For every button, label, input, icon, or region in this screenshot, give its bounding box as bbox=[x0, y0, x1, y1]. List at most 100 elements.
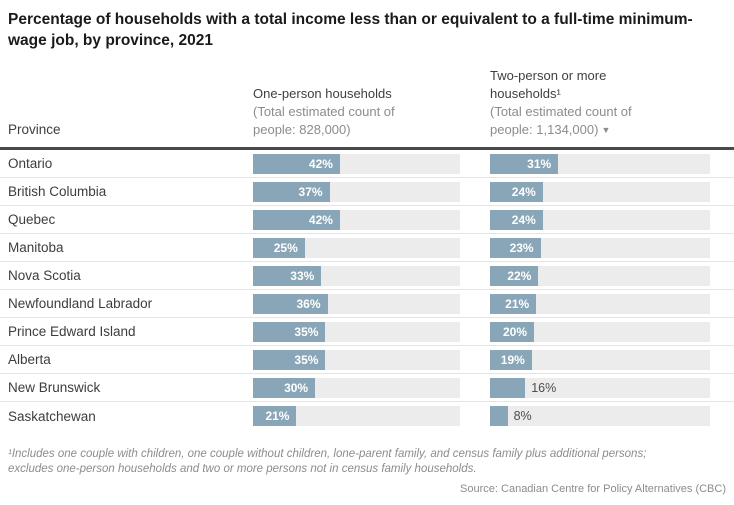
footnote: ¹Includes one couple with children, one … bbox=[8, 447, 718, 477]
bar-fill: 42% bbox=[253, 209, 340, 230]
bar-cell-two-person: 23% bbox=[490, 237, 710, 258]
bar-fill: 23% bbox=[490, 237, 541, 258]
header-rule bbox=[0, 147, 734, 150]
sort-descending-icon[interactable]: ▼ bbox=[601, 125, 611, 135]
bar-cell-two-person: 8% bbox=[490, 406, 710, 426]
bar-track: 19% bbox=[490, 349, 710, 370]
table-row: Saskatchewan 21% 8% bbox=[0, 402, 734, 430]
province-column-header: Province bbox=[8, 122, 61, 137]
bar-track: 42% bbox=[253, 153, 460, 174]
bar-track: 33% bbox=[253, 265, 460, 286]
bar-value-label: 30% bbox=[284, 380, 309, 395]
bar-cell-one-person: 36% bbox=[253, 293, 460, 314]
bar-track: 35% bbox=[253, 321, 460, 342]
table-row: Alberta 35% 19% bbox=[0, 346, 734, 374]
bar-value-label: 42% bbox=[308, 156, 333, 171]
province-label: New Brunswick bbox=[8, 380, 101, 395]
bar-fill: 21% bbox=[253, 406, 297, 426]
table-row: Nova Scotia 33% 22% bbox=[0, 262, 734, 290]
footnote-line-2: excludes one-person households and two o… bbox=[8, 463, 477, 475]
bar-track: 20% bbox=[490, 321, 710, 342]
table-body: Ontario 42% 31% British Columbia 37% 24% Quebe… bbox=[0, 150, 734, 430]
bar-cell-one-person: 35% bbox=[253, 349, 460, 370]
bar-cell-two-person: 20% bbox=[490, 321, 710, 342]
province-label: Newfoundland Labrador bbox=[8, 296, 153, 311]
bar-track: 22% bbox=[490, 265, 710, 286]
bar-fill: 33% bbox=[253, 265, 322, 286]
table-row: British Columbia 37% 24% bbox=[0, 178, 734, 206]
bar-value-label: 35% bbox=[294, 352, 319, 367]
bar-fill: 21% bbox=[490, 293, 537, 314]
bar-value-label: 42% bbox=[308, 212, 333, 227]
chart-title: Percentage of households with a total in… bbox=[8, 11, 693, 49]
bar-fill: 19% bbox=[490, 349, 532, 370]
province-label: Saskatchewan bbox=[8, 408, 96, 424]
table-header-row: Province One-person households (Total es… bbox=[0, 51, 734, 147]
bar-cell-one-person: 42% bbox=[253, 153, 460, 174]
table-row: New Brunswick 30% 16% bbox=[0, 374, 734, 402]
table-row: Quebec 42% 24% bbox=[0, 206, 734, 234]
two-person-column-title: Two-person or more households¹ bbox=[490, 68, 607, 101]
bar-fill: 42% bbox=[253, 153, 340, 174]
one-person-column-header[interactable]: One-person households (Total estimated c… bbox=[253, 85, 460, 139]
bar-value-label: 22% bbox=[507, 268, 532, 283]
bar-track: 21% bbox=[253, 406, 460, 426]
bar-fill: 20% bbox=[490, 321, 534, 342]
bar-track: 37% bbox=[253, 181, 460, 202]
bar-fill: 31% bbox=[490, 153, 559, 174]
bar-track: 8% bbox=[490, 406, 710, 426]
bar-cell-two-person: 31% bbox=[490, 153, 710, 174]
bar-fill: 30% bbox=[253, 377, 316, 398]
bar-fill: 22% bbox=[490, 265, 539, 286]
two-person-column-header[interactable]: Two-person or more households¹ (Total es… bbox=[490, 67, 710, 139]
bar-value-label: 19% bbox=[500, 352, 525, 367]
table-row: Prince Edward Island 35% 20% bbox=[0, 318, 734, 346]
bar-track: 23% bbox=[490, 237, 710, 258]
bar-value-label: 24% bbox=[511, 184, 536, 199]
one-person-column-title: One-person households bbox=[253, 86, 392, 101]
bar-value-label: 25% bbox=[273, 240, 298, 255]
bar-cell-one-person: 33% bbox=[253, 265, 460, 286]
bar-fill: 25% bbox=[253, 237, 305, 258]
province-label: Manitoba bbox=[8, 240, 64, 255]
bar-cell-one-person: 37% bbox=[253, 181, 460, 202]
bar-fill: 37% bbox=[253, 181, 330, 202]
bar-cell-one-person: 30% bbox=[253, 377, 460, 398]
bar-value-label: 23% bbox=[509, 240, 534, 255]
bar-fill: 24% bbox=[490, 181, 543, 202]
bar-track: 35% bbox=[253, 349, 460, 370]
bar-value-label: 24% bbox=[511, 212, 536, 227]
table-row: Manitoba 25% 23% bbox=[0, 234, 734, 262]
bar-cell-one-person: 25% bbox=[253, 237, 460, 258]
bar-value-label: 36% bbox=[296, 296, 321, 311]
bar-track: 36% bbox=[253, 293, 460, 314]
bar-cell-two-person: 22% bbox=[490, 265, 710, 286]
bar-value-label: 21% bbox=[265, 409, 290, 423]
bar-track: 30% bbox=[253, 377, 460, 398]
bar-track: 25% bbox=[253, 237, 460, 258]
bar-cell-one-person: 35% bbox=[253, 321, 460, 342]
footnote-line-1: ¹Includes one couple with children, one … bbox=[8, 448, 647, 460]
bar-track: 42% bbox=[253, 209, 460, 230]
one-person-column-subtitle: (Total estimated count of people: 828,00… bbox=[253, 104, 395, 137]
bar-value-label: 37% bbox=[298, 184, 323, 199]
two-person-column-subtitle-text: (Total estimated count of people: 1,134,… bbox=[490, 104, 632, 137]
province-label: Alberta bbox=[8, 352, 51, 367]
bar-fill bbox=[490, 377, 526, 398]
bar-value-label: 20% bbox=[502, 324, 527, 339]
bar-track: 21% bbox=[490, 293, 710, 314]
bar-track: 31% bbox=[490, 153, 710, 174]
bar-value-label: 33% bbox=[290, 268, 315, 283]
bar-fill bbox=[490, 406, 508, 426]
bar-track: 24% bbox=[490, 181, 710, 202]
bar-value-label: 35% bbox=[294, 324, 319, 339]
bar-cell-two-person: 21% bbox=[490, 293, 710, 314]
bar-fill: 24% bbox=[490, 209, 543, 230]
bar-track: 16% bbox=[490, 377, 710, 398]
bar-value-label: 21% bbox=[505, 296, 530, 311]
bar-cell-two-person: 24% bbox=[490, 181, 710, 202]
bar-fill: 35% bbox=[253, 349, 326, 370]
bar-value-label: 16% bbox=[531, 380, 557, 395]
bar-track: 24% bbox=[490, 209, 710, 230]
